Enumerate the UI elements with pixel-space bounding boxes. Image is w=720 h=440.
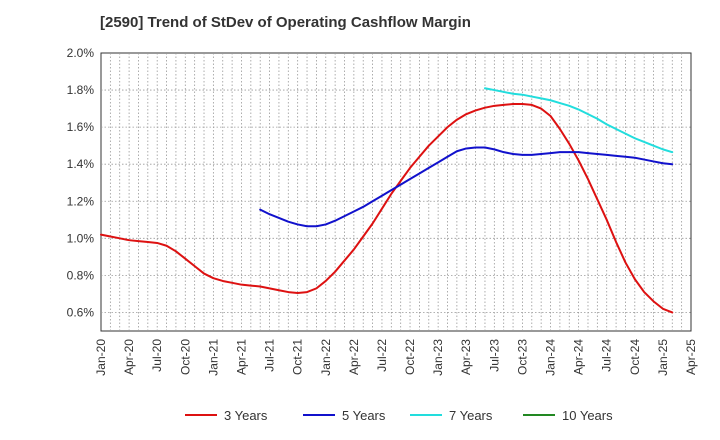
legend-label: 3 Years xyxy=(224,408,268,423)
legend: 3 Years 5 Years 7 Years 10 Years xyxy=(185,408,613,423)
x-tick-label: Apr-21 xyxy=(234,339,248,375)
x-tick-label: Jul-22 xyxy=(375,339,389,372)
y-tick-label: 1.0% xyxy=(67,231,95,245)
x-tick-label: Jul-20 xyxy=(150,339,164,372)
y-tick-label: 2.0% xyxy=(67,46,95,60)
x-tick-label: Apr-24 xyxy=(572,339,586,375)
x-tick-label: Oct-21 xyxy=(291,339,305,375)
x-tick-label: Oct-23 xyxy=(515,339,529,375)
x-tick-label: Apr-22 xyxy=(347,339,361,375)
y-tick-label: 1.6% xyxy=(67,120,95,134)
plot-area xyxy=(100,52,692,332)
x-tick-label: Jan-23 xyxy=(431,339,445,376)
x-tick-label: Apr-20 xyxy=(122,339,136,375)
x-tick-label: Oct-20 xyxy=(178,339,192,375)
legend-label: 10 Years xyxy=(562,408,613,423)
y-tick-label: 1.8% xyxy=(67,83,95,97)
x-tick-label: Jul-21 xyxy=(263,339,277,372)
legend-label: 5 Years xyxy=(342,408,386,423)
y-tick-label: 0.8% xyxy=(67,268,95,282)
x-tick-label: Apr-23 xyxy=(459,339,473,375)
series-line-3-years xyxy=(100,102,674,314)
y-axis: 0.6% 0.8% 1.0% 1.2% 1.4% 1.6% 1.8% 2.0% xyxy=(67,46,95,319)
x-tick-label: Jul-24 xyxy=(600,339,614,372)
x-tick-label: Jan-24 xyxy=(544,339,558,376)
x-tick-label: Jul-23 xyxy=(487,339,501,372)
x-tick-label: Jan-22 xyxy=(319,339,333,376)
x-tick-label: Jan-21 xyxy=(206,339,220,376)
legend-label: 7 Years xyxy=(449,408,493,423)
x-tick-label: Apr-25 xyxy=(684,339,698,375)
chart-title: [2590] Trend of StDev of Operating Cashf… xyxy=(100,14,471,31)
plot-frame xyxy=(100,52,692,332)
y-tick-label: 1.4% xyxy=(67,157,95,171)
x-tick-label: Jan-20 xyxy=(94,339,108,376)
x-axis: Jan-20 Apr-20 Jul-20 Oct-20 Jan-21 Apr-21 Jul-… xyxy=(94,339,698,376)
series-line-7-years xyxy=(483,87,674,154)
series-group xyxy=(100,87,674,314)
y-tick-label: 1.2% xyxy=(67,194,95,208)
grid-lines xyxy=(101,53,691,331)
x-tick-label: Oct-22 xyxy=(403,339,417,375)
x-tick-label: Jan-25 xyxy=(656,339,670,376)
y-tick-label: 0.6% xyxy=(67,305,95,319)
series-line-5-years xyxy=(259,146,674,228)
x-tick-label: Oct-24 xyxy=(628,339,642,375)
